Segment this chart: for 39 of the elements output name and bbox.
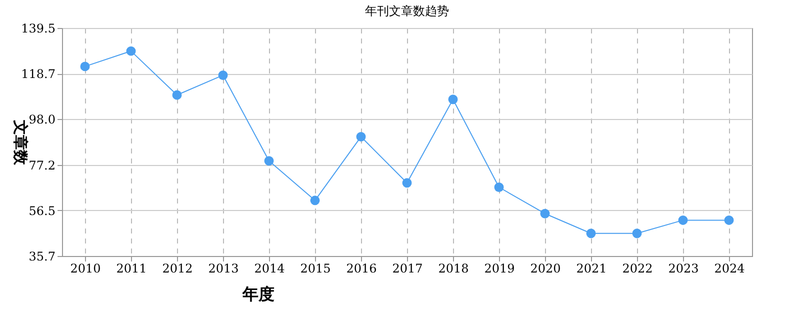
x-tick-label: 2013 (208, 262, 239, 276)
point (678, 215, 688, 225)
point (632, 228, 642, 238)
x-tick-label: 2023 (668, 262, 699, 276)
point (724, 215, 734, 225)
point (310, 196, 320, 206)
chart-title: 年刊文章数趋势 (365, 4, 449, 18)
x-tick-label: 2010 (70, 262, 101, 276)
point (126, 46, 136, 56)
x-tick-label: 2015 (300, 262, 331, 276)
point (172, 90, 182, 100)
y-tick-label: 118.7 (21, 67, 56, 82)
y-axis-title: 文章数 (12, 119, 30, 166)
y-tick-label: 56.5 (28, 204, 56, 218)
x-tick-label: 2020 (530, 262, 561, 276)
point (80, 62, 90, 72)
x-tick-label: 2024 (714, 262, 746, 276)
x-tick-label: 2012 (162, 262, 193, 276)
x-tick-label: 2021 (576, 262, 607, 276)
y-tick-label: 98.0 (28, 112, 56, 127)
x-axis-title: 年度 (242, 284, 274, 304)
x-tick-label: 2011 (116, 262, 147, 276)
x-tick-label: 2016 (346, 262, 377, 276)
x-tick-label: 2022 (622, 262, 653, 276)
point (264, 156, 274, 166)
x-tick-label: 2017 (392, 262, 423, 276)
point (402, 178, 412, 188)
y-tick-label: 139.5 (21, 22, 56, 36)
point (540, 208, 550, 218)
point (218, 70, 228, 80)
point (586, 228, 596, 238)
x-tick-label: 2018 (438, 262, 469, 276)
point (448, 94, 458, 104)
point (494, 182, 504, 192)
y-tick-label: 35.7 (28, 250, 56, 264)
y-tick-label: 77.2 (28, 158, 56, 172)
point (356, 132, 366, 142)
x-tick-label: 2019 (484, 262, 515, 276)
x-tick-label: 2014 (254, 262, 286, 276)
